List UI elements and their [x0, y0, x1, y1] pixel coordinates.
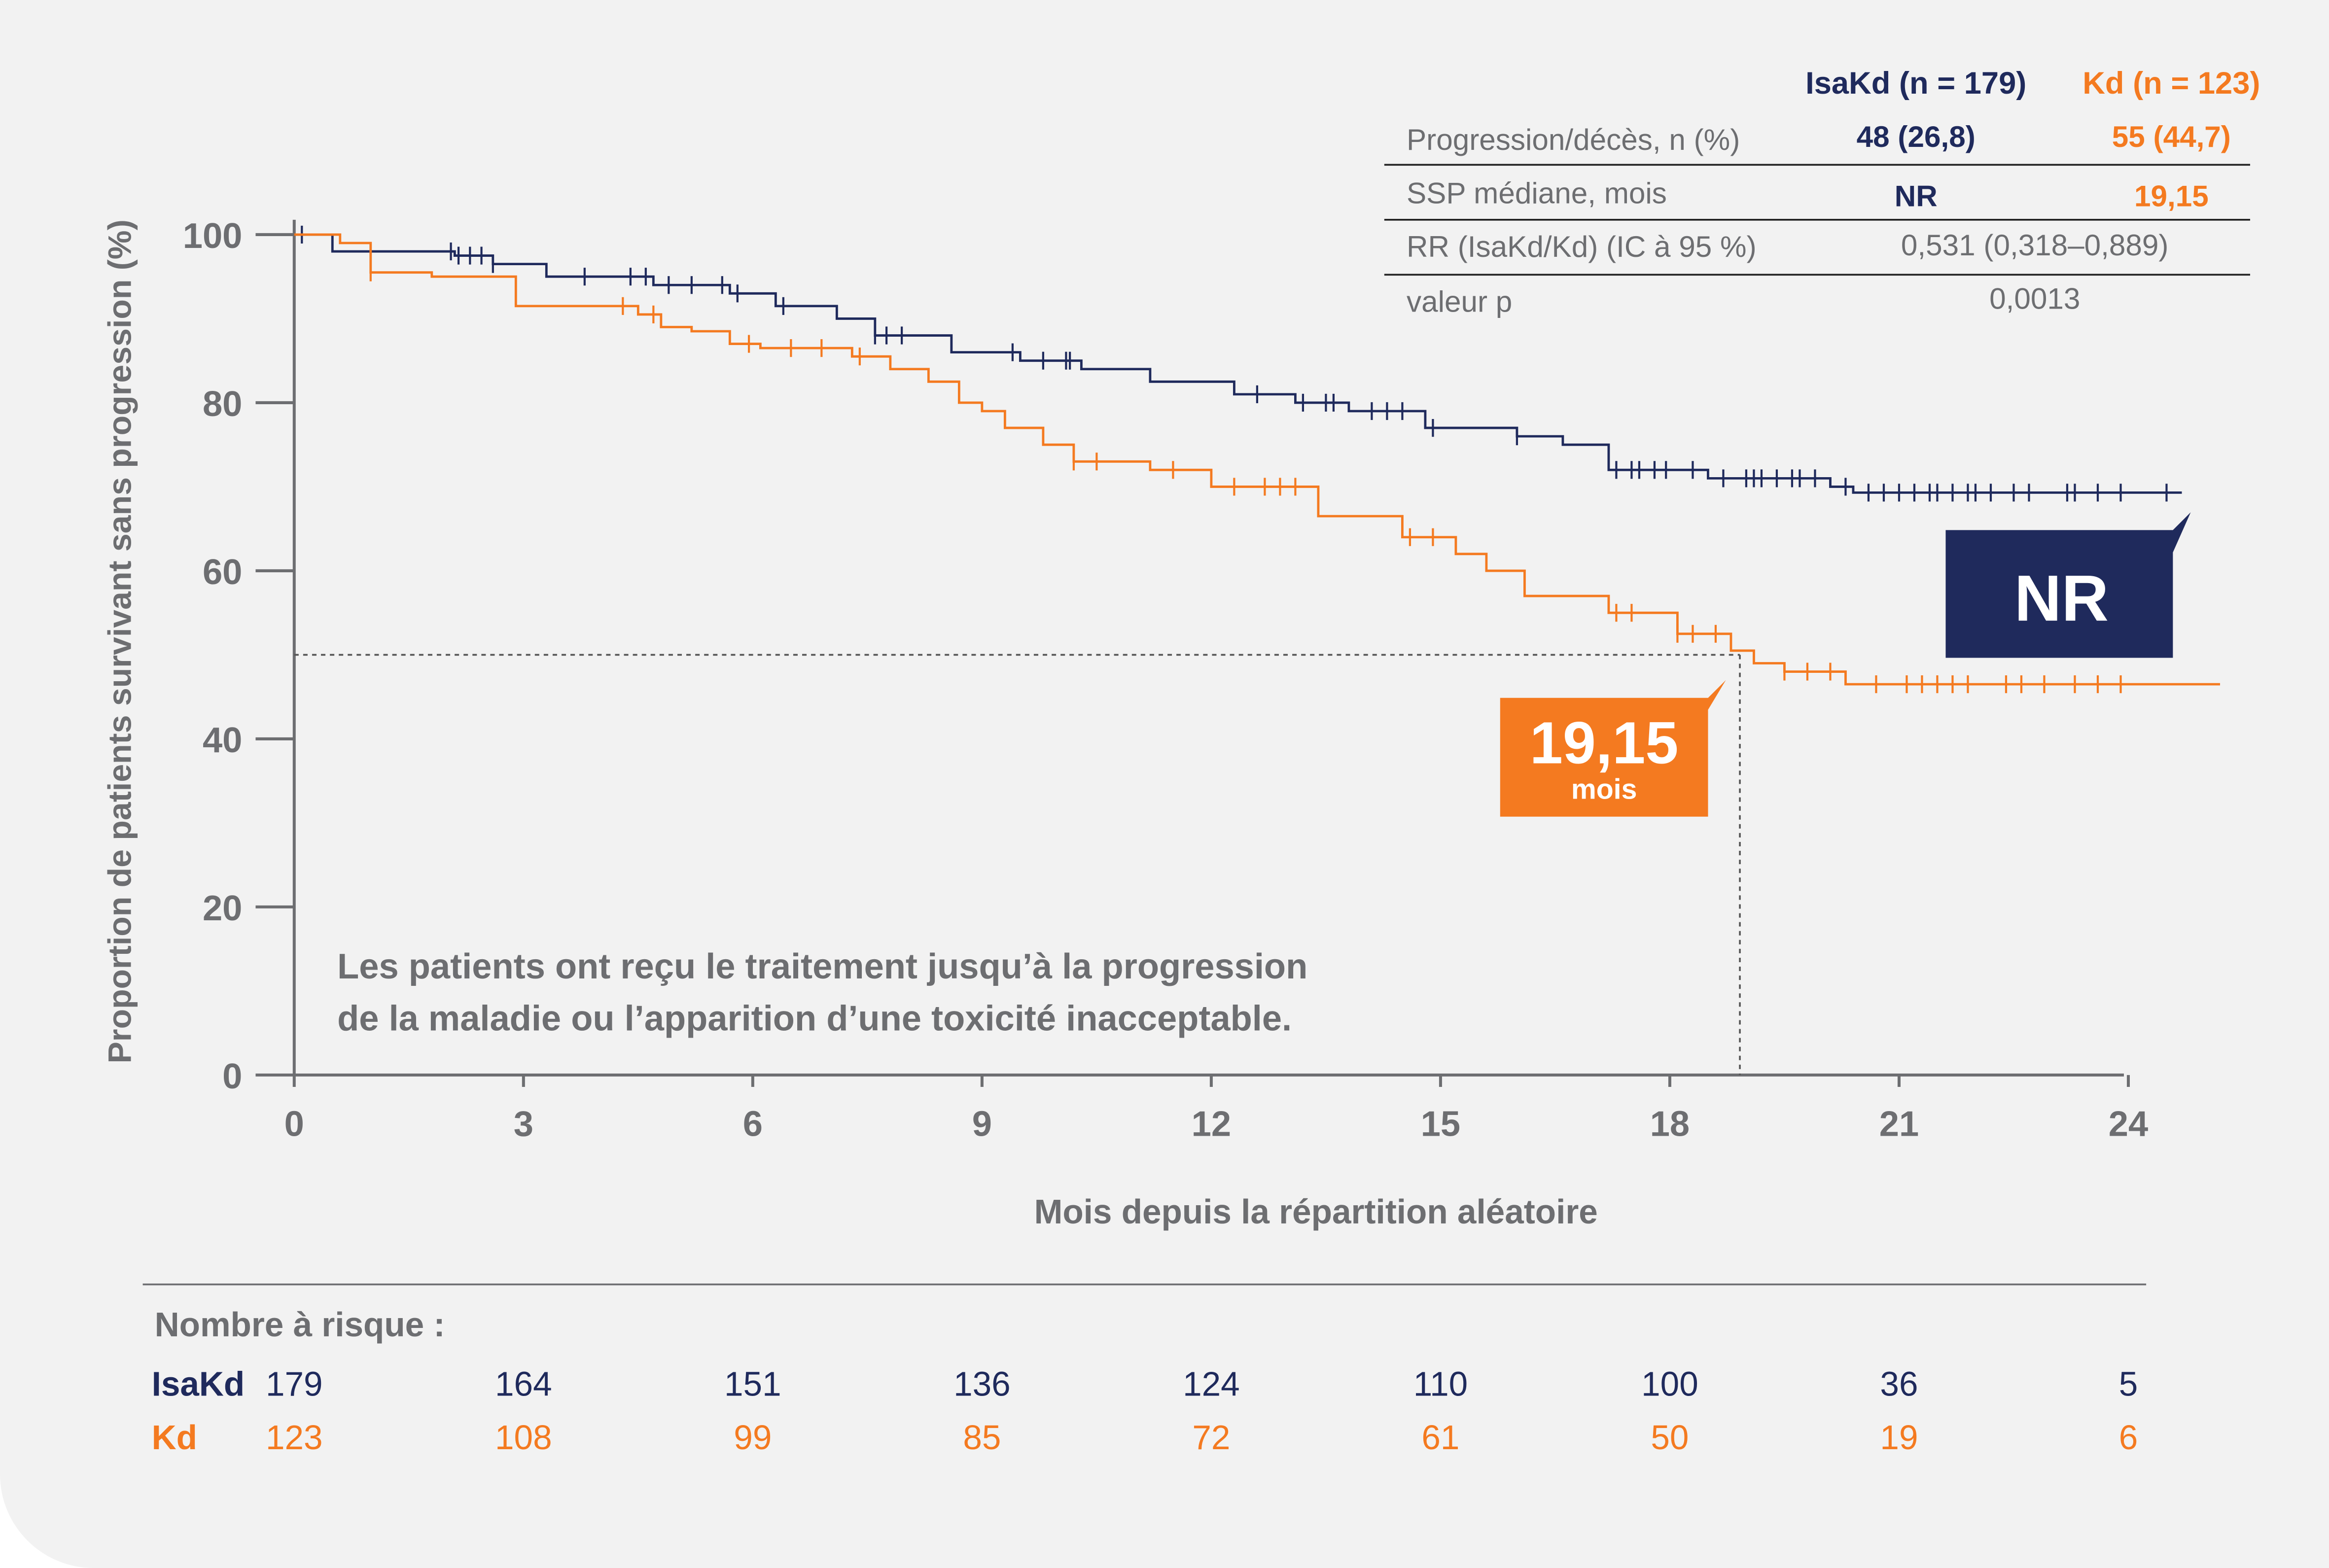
risk-value-isakd: 36	[1880, 1365, 1918, 1403]
risk-value-kd: 72	[1192, 1418, 1230, 1457]
risk-value-isakd: 136	[953, 1365, 1011, 1403]
risk-value-kd: 50	[1651, 1418, 1689, 1457]
x-tick-label: 3	[514, 1104, 533, 1144]
row-label-progression: Progression/décès, n (%)	[1407, 123, 1740, 156]
risk-value-isakd: 179	[266, 1365, 323, 1403]
kd-callout-value: 19,15	[1530, 709, 1679, 776]
x-tick-label: 0	[284, 1104, 304, 1144]
x-tick-label: 18	[1650, 1104, 1690, 1144]
y-tick-label: 100	[183, 216, 243, 256]
y-tick-label: 60	[203, 553, 242, 592]
risk-value-isakd: 164	[495, 1365, 552, 1403]
series-kd	[294, 233, 2220, 694]
risk-row-label-kd: Kd	[152, 1418, 197, 1457]
risk-value-kd: 6	[2119, 1418, 2138, 1457]
x-tick-label: 12	[1192, 1104, 1231, 1144]
x-tick-label: 24	[2109, 1104, 2148, 1144]
kd-median-callout: 19,15 mois	[1500, 680, 1726, 817]
isakd-median: NR	[1895, 179, 1938, 213]
axes: 0 20 40 60 80 100 0 3 6 9 12 15 18 21 24	[183, 216, 2148, 1144]
x-tick-label: 21	[1879, 1104, 1919, 1144]
risk-value-kd: 19	[1880, 1418, 1918, 1457]
risk-value-isakd: 151	[724, 1365, 781, 1403]
y-tick-label: 80	[203, 384, 242, 424]
row-label-p: valeur p	[1407, 285, 1512, 318]
risk-value-kd: 99	[734, 1418, 772, 1457]
x-axis-label: Mois depuis la répartition aléatoire	[1034, 1192, 1598, 1231]
isakd-header: IsaKd (n = 179)	[1805, 66, 2026, 101]
risk-table-values: 179 164 151 136 124 110 100 36 5 123 108 99 85 72 61 50…	[266, 1365, 2138, 1457]
summary-table: IsaKd (n = 179) Kd (n = 123) Progression…	[1384, 66, 2260, 318]
risk-value-kd: 85	[963, 1418, 1001, 1457]
x-tick-label: 9	[972, 1104, 992, 1144]
x-tick-label: 6	[743, 1104, 763, 1144]
kd-callout-unit: mois	[1571, 774, 1637, 805]
hr-value: 0,531 (0,318–0,889)	[1901, 228, 2169, 262]
survival-curves	[294, 225, 2220, 694]
curve-kd	[294, 233, 2220, 686]
p-value: 0,0013	[1989, 282, 2080, 315]
y-tick-label: 40	[203, 721, 242, 760]
nr-callout: NR	[1945, 512, 2191, 658]
x-tick-label: 15	[1421, 1104, 1460, 1144]
nr-callout-text: NR	[2014, 562, 2109, 635]
risk-value-kd: 108	[495, 1418, 552, 1457]
y-axis-label: Proportion de patients survivant sans pr…	[102, 219, 138, 1063]
risk-value-isakd: 100	[1641, 1365, 1698, 1403]
row-label-median: SSP médiane, mois	[1407, 176, 1667, 210]
risk-value-kd: 123	[266, 1418, 323, 1457]
kd-progression: 55 (44,7)	[2112, 120, 2231, 153]
row-label-hr: RR (IsaKd/Kd) (IC à 95 %)	[1407, 230, 1757, 263]
risk-row-label-isakd: IsaKd	[152, 1365, 245, 1403]
curve-isakd	[294, 233, 2182, 494]
kd-callout-box	[1500, 680, 1726, 817]
risk-value-isakd: 110	[1413, 1365, 1468, 1403]
series-isakd	[294, 225, 2182, 502]
kd-header: Kd (n = 123)	[2082, 66, 2260, 101]
risk-value-isakd: 5	[2119, 1365, 2138, 1403]
risk-table-title: Nombre à risque :	[155, 1305, 445, 1344]
risk-value-isakd: 124	[1183, 1365, 1240, 1403]
y-tick-label: 0	[222, 1057, 242, 1096]
median-reference-lines	[294, 654, 1741, 1075]
nr-callout-box	[1945, 512, 2191, 658]
risk-value-kd: 61	[1421, 1418, 1459, 1457]
isakd-progression: 48 (26,8)	[1857, 120, 1976, 153]
treatment-note-line1: Les patients ont reçu le traitement jusq…	[337, 947, 1307, 986]
treatment-note-line2: de la maladie ou l’apparition d’une toxi…	[337, 999, 1292, 1039]
y-tick-label: 20	[203, 889, 242, 928]
kd-median: 19,15	[2134, 179, 2209, 213]
